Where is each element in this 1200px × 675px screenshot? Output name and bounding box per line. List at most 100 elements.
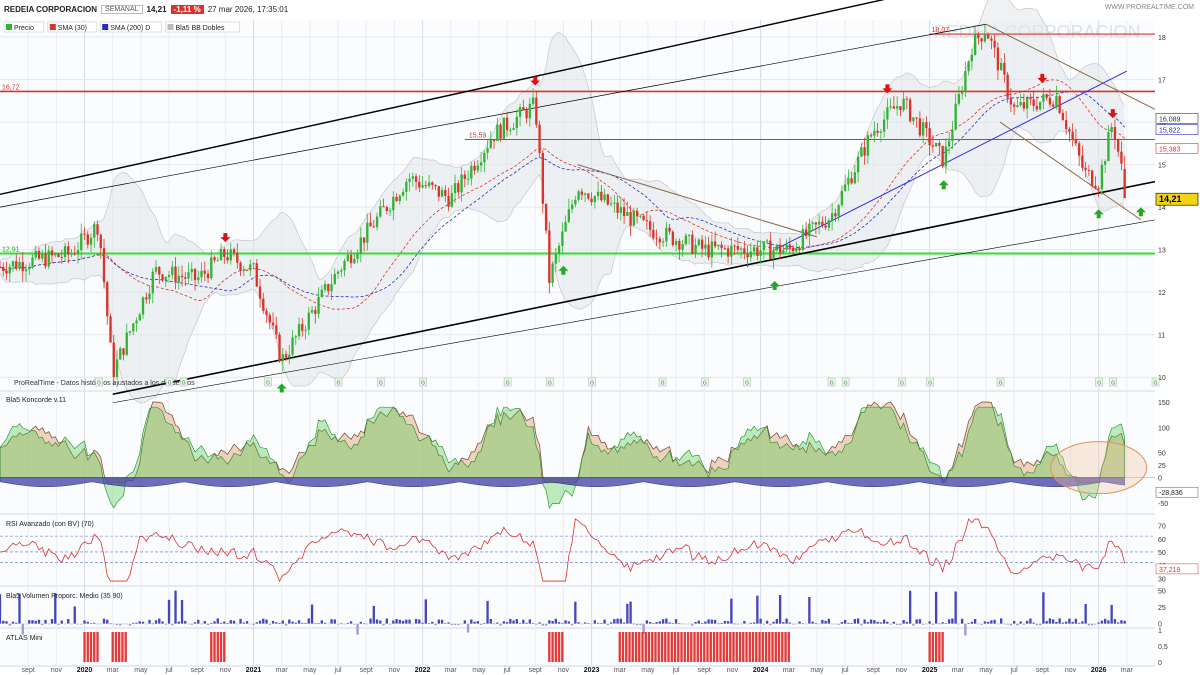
koncorde-tick-label: 100 <box>1158 425 1170 432</box>
candle-body <box>219 249 223 261</box>
volume-bar <box>720 622 723 624</box>
volume-bar <box>1009 623 1013 626</box>
dividend-box <box>377 377 385 387</box>
sell-arrow-icon <box>1107 109 1118 119</box>
price-tick-label: 10 <box>1158 375 1166 382</box>
candle-body <box>531 97 535 104</box>
volume-bar <box>1084 603 1087 624</box>
candle-body <box>1084 167 1087 170</box>
volume-bar <box>801 623 805 625</box>
candle-body <box>317 296 320 314</box>
candle-body <box>0 266 2 268</box>
candle-body <box>388 210 392 212</box>
atlas-bar <box>722 632 725 662</box>
atlas-bar <box>557 632 561 662</box>
candle-body <box>749 251 753 258</box>
candle-body <box>141 297 145 315</box>
volume-bar <box>639 623 642 626</box>
dividend-marker-icon: G <box>658 377 667 387</box>
candle-body <box>551 263 554 283</box>
volume-bar <box>1074 618 1078 624</box>
volume-bar <box>102 618 106 624</box>
buy-arrow-icon <box>769 281 780 291</box>
atlas-bar <box>223 632 226 662</box>
candle-body <box>713 241 717 247</box>
dividend-box <box>926 377 934 387</box>
volume-bar <box>1100 620 1104 624</box>
volume-bar <box>496 622 499 624</box>
candle-body <box>418 181 421 188</box>
candle-body <box>327 284 330 292</box>
atlas-bar <box>751 632 755 662</box>
arrow-up-icon <box>1135 207 1146 217</box>
volume-bar <box>603 619 606 624</box>
dividend-glyph: G <box>703 381 707 387</box>
candle-body <box>769 240 772 259</box>
candle-body <box>733 245 736 247</box>
candle-body <box>700 239 704 249</box>
candle-body <box>1081 155 1084 168</box>
candle-body <box>655 238 658 240</box>
volume-bar <box>164 623 167 625</box>
volume-bar <box>385 618 388 624</box>
candle-body <box>915 117 918 119</box>
volume-bar <box>226 623 229 624</box>
volume-bar <box>41 623 44 626</box>
volume-bar <box>795 623 798 625</box>
candle-body <box>743 248 746 254</box>
candle-body <box>967 61 970 72</box>
volume-bar <box>5 621 8 624</box>
volume-bar <box>34 620 37 624</box>
candle-body <box>1048 97 1052 105</box>
volume-bar <box>1029 618 1032 624</box>
atlas-bar <box>928 632 931 662</box>
atlas-bar <box>745 632 748 662</box>
candle-body <box>834 213 837 217</box>
candle-body <box>905 98 909 100</box>
volume-bar <box>167 599 171 624</box>
volume-bar <box>83 620 86 624</box>
candle-body <box>863 147 866 156</box>
volume-bar <box>31 620 34 624</box>
volume-bar <box>1071 621 1074 624</box>
price-tick-label: 18 <box>1158 35 1166 42</box>
sell-arrow-icon <box>1037 73 1048 83</box>
dividend-marker-icon: G <box>996 377 1005 387</box>
volume-bar <box>447 622 450 624</box>
candle-body <box>232 249 236 253</box>
candle-body <box>86 234 89 245</box>
atlas-bar <box>777 632 781 662</box>
candle-body <box>1003 62 1006 75</box>
x-tick-label: nov <box>1065 667 1077 674</box>
candle-body <box>525 110 528 119</box>
candle-body <box>739 248 743 250</box>
candle-body <box>957 93 961 104</box>
dividend-glyph: G <box>830 381 834 387</box>
candle-body <box>476 165 479 171</box>
candle-body <box>145 297 148 300</box>
volume-bar <box>889 623 892 625</box>
candle-body <box>629 212 632 226</box>
volume-bar <box>687 623 691 625</box>
atlas-bar <box>641 632 644 662</box>
volume-bar <box>609 622 613 624</box>
volume-bar <box>814 623 818 625</box>
volume-bar <box>1090 623 1094 626</box>
candle-body <box>470 165 473 179</box>
volume-bar <box>847 622 850 624</box>
period-badge[interactable]: SEMANAL <box>101 4 143 14</box>
volume-bar <box>37 619 41 624</box>
volume-bar <box>327 623 330 625</box>
dividend-marker-icon: G <box>1109 377 1117 387</box>
price-tick-label: 15 <box>1158 163 1166 170</box>
x-tick-label: mar <box>276 667 289 674</box>
candle-body <box>665 227 668 242</box>
candle-body <box>1068 129 1071 132</box>
candle-body <box>847 178 850 185</box>
volume-bar <box>843 619 847 624</box>
candle-body <box>986 34 990 39</box>
candle-body <box>473 165 476 171</box>
volume-bar <box>791 623 795 625</box>
candle-body <box>762 241 766 251</box>
